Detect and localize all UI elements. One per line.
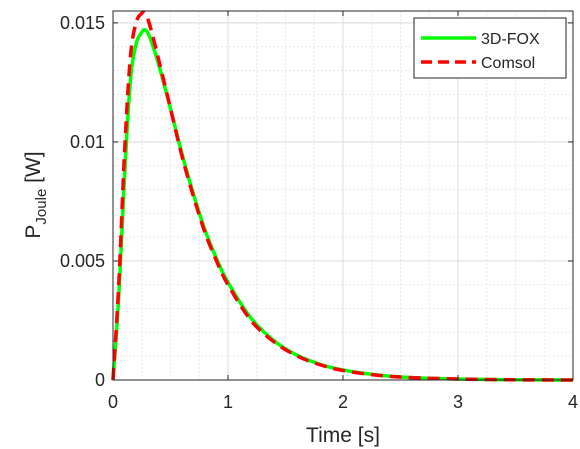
legend-box — [413, 17, 567, 79]
series-line-comsol — [111, 10, 574, 382]
legend-label-comsol: Comsol — [481, 55, 535, 72]
y-tick-label: 0.01 — [70, 132, 105, 152]
y-tick-label: 0 — [95, 370, 105, 390]
x-tick-label: 0 — [108, 392, 118, 412]
x-tick-label: 4 — [568, 392, 578, 412]
x-axis-label: Time [s] — [306, 424, 380, 447]
x-tick-label: 1 — [223, 392, 233, 412]
y-axis-label-unit: [W] — [22, 151, 45, 188]
legend: 3D-FOX Comsol — [413, 17, 567, 79]
x-tick-label: 2 — [338, 392, 348, 412]
y-axis-label: PJoule [W] — [22, 151, 50, 238]
series-layer — [111, 10, 574, 382]
y-tick-label: 0.015 — [60, 13, 105, 33]
tick-labels: 0 1 2 3 4 0 0.005 0.01 0.015 — [60, 13, 578, 412]
y-axis-label-subscript: Joule — [33, 189, 50, 225]
legend-label-3d-fox: 3D-FOX — [481, 31, 540, 48]
y-axis-label-main: P — [22, 225, 45, 239]
x-tick-label: 3 — [453, 392, 463, 412]
axis-ticks — [112, 11, 574, 381]
y-tick-label: 0.005 — [60, 251, 105, 271]
